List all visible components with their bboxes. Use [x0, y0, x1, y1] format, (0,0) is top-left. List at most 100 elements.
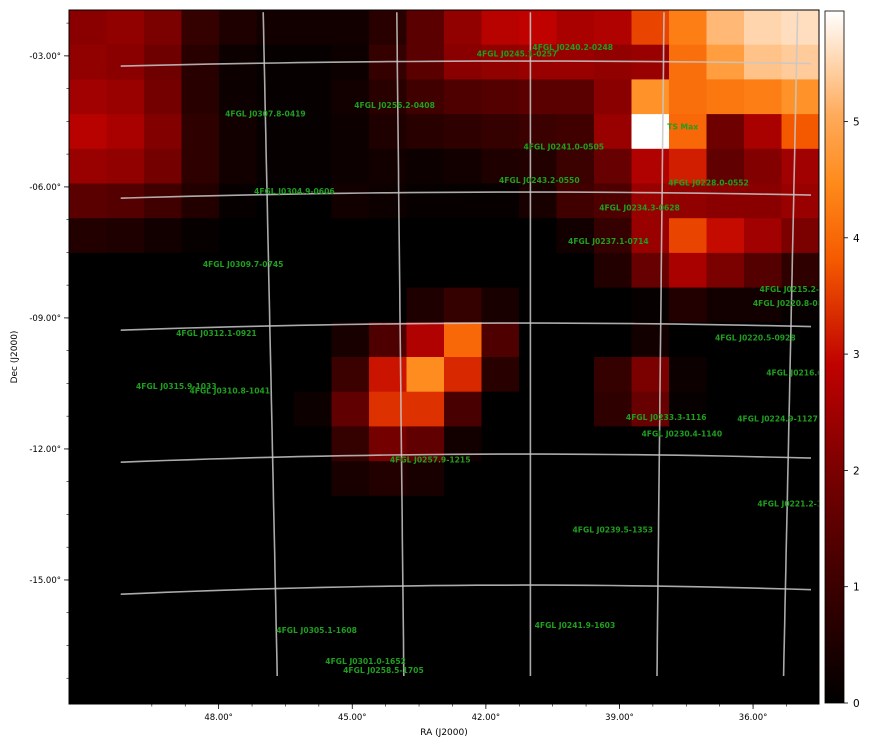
heatmap-cell [781, 148, 819, 185]
heatmap-cell [369, 114, 408, 150]
heatmap-cell [706, 565, 745, 601]
heatmap-cell [406, 287, 445, 323]
heatmap-cell [144, 114, 183, 150]
heatmap-cell [556, 114, 595, 150]
heatmap-cell [406, 148, 445, 185]
heatmap-cell [256, 357, 295, 393]
heatmap-cell [106, 183, 145, 219]
heatmap-cell [106, 322, 145, 358]
colorbar-ticks: 0 1 2 3 4 5 [844, 116, 860, 710]
heatmap-cell [406, 565, 445, 601]
heatmap-cell [519, 669, 558, 704]
heatmap-cell [294, 530, 333, 566]
colorbar-tick-label: 0 [853, 698, 860, 710]
source-label: 4FGL J0258.5-1705 [343, 666, 424, 675]
heatmap-cell [744, 79, 783, 115]
heatmap-cell [69, 565, 108, 601]
heatmap-cell [744, 218, 783, 254]
dec-gridline [120, 191, 812, 199]
heatmap-cell [669, 252, 708, 289]
heatmap-cell [331, 565, 370, 601]
heatmap-cell [781, 114, 819, 150]
heatmap-cell [294, 10, 333, 46]
heatmap-cell [744, 669, 783, 704]
heatmap-cell [631, 669, 670, 704]
heatmap-cell [556, 44, 595, 80]
heatmap-cell [706, 634, 745, 670]
heatmap-cell [556, 287, 595, 323]
x-axis-ticks: 48.00° 45.00° 42.00° 39.00° 36.00° [151, 704, 787, 723]
source-label: 4FGL J0228.0-0552 [668, 179, 749, 188]
heatmap-cell [406, 461, 445, 497]
heatmap-cell [744, 252, 783, 289]
heatmap-cell [781, 426, 819, 462]
heatmap-cell [669, 357, 708, 393]
x-axis-label: RA (J2000) [420, 728, 468, 738]
heatmap-cell [406, 183, 445, 219]
heatmap-cell [556, 10, 595, 46]
heatmap-cell [406, 634, 445, 670]
heatmap-cell [256, 252, 295, 289]
heatmap-cell [556, 426, 595, 462]
heatmap-cell [219, 218, 258, 254]
heatmap-cell [706, 530, 745, 566]
heatmap-cell [594, 148, 633, 185]
heatmap-cell [444, 10, 483, 46]
heatmap-cell [69, 183, 108, 219]
heatmap-cell [406, 357, 445, 393]
heatmap-cell [144, 391, 183, 427]
heatmap-cell [781, 252, 819, 289]
heatmap-cell [369, 252, 408, 289]
heatmap-cell [69, 357, 108, 393]
heatmap-cell [669, 287, 708, 323]
heatmap-cell [181, 79, 220, 115]
heatmap-cell [781, 669, 819, 704]
heatmap-cell [481, 634, 520, 670]
source-label: 4FGL J0245.1-0257 [477, 50, 558, 59]
heatmap-cell [444, 599, 483, 636]
colorbar [824, 10, 845, 704]
heatmap-cell [556, 148, 595, 185]
heatmap-cell [331, 599, 370, 636]
heatmap-cell [744, 322, 783, 358]
heatmap-cell [69, 461, 108, 497]
heatmap-cell [106, 565, 145, 601]
heatmap-cell [406, 44, 445, 80]
heatmap-cell [181, 391, 220, 427]
heatmap-cell [219, 322, 258, 358]
heatmap-cell [556, 634, 595, 670]
heatmap-cell [519, 44, 558, 80]
heatmap-cell [556, 322, 595, 358]
heatmap-cell [369, 148, 408, 185]
heatmap-cell [144, 461, 183, 497]
heatmap-cell [631, 218, 670, 254]
heatmap-cell [219, 357, 258, 393]
x-tick-label: 39.00° [605, 713, 634, 723]
heatmap-cell [706, 357, 745, 393]
heatmap-cell [556, 565, 595, 601]
x-tick-label: 48.00° [204, 713, 233, 723]
heatmap-cell [744, 357, 783, 393]
heatmap-cell [144, 287, 183, 323]
heatmap-cell [594, 357, 633, 393]
heatmap-cell [781, 218, 819, 254]
heatmap-cell [369, 183, 408, 219]
heatmap-cell [69, 322, 108, 358]
heatmap-cell [406, 79, 445, 115]
heatmap-cell [219, 252, 258, 289]
heatmap-cell [406, 322, 445, 358]
heatmap-cell [256, 218, 295, 254]
ts-max-label: TS Max [667, 123, 698, 132]
heatmap-cell [294, 565, 333, 601]
heatmap-cell [781, 357, 819, 393]
heatmap-cell [519, 426, 558, 462]
heatmap-cell [181, 530, 220, 566]
y-tick-label: -15.00° [29, 576, 61, 586]
dec-gridline [120, 584, 812, 595]
heatmap-cell [594, 218, 633, 254]
source-label: 4FGL J0305.1-1608 [276, 626, 357, 635]
heatmap-cell [369, 461, 408, 497]
heatmap-cell [294, 669, 333, 704]
heatmap-cell [631, 426, 670, 462]
heatmap-cell [481, 530, 520, 566]
